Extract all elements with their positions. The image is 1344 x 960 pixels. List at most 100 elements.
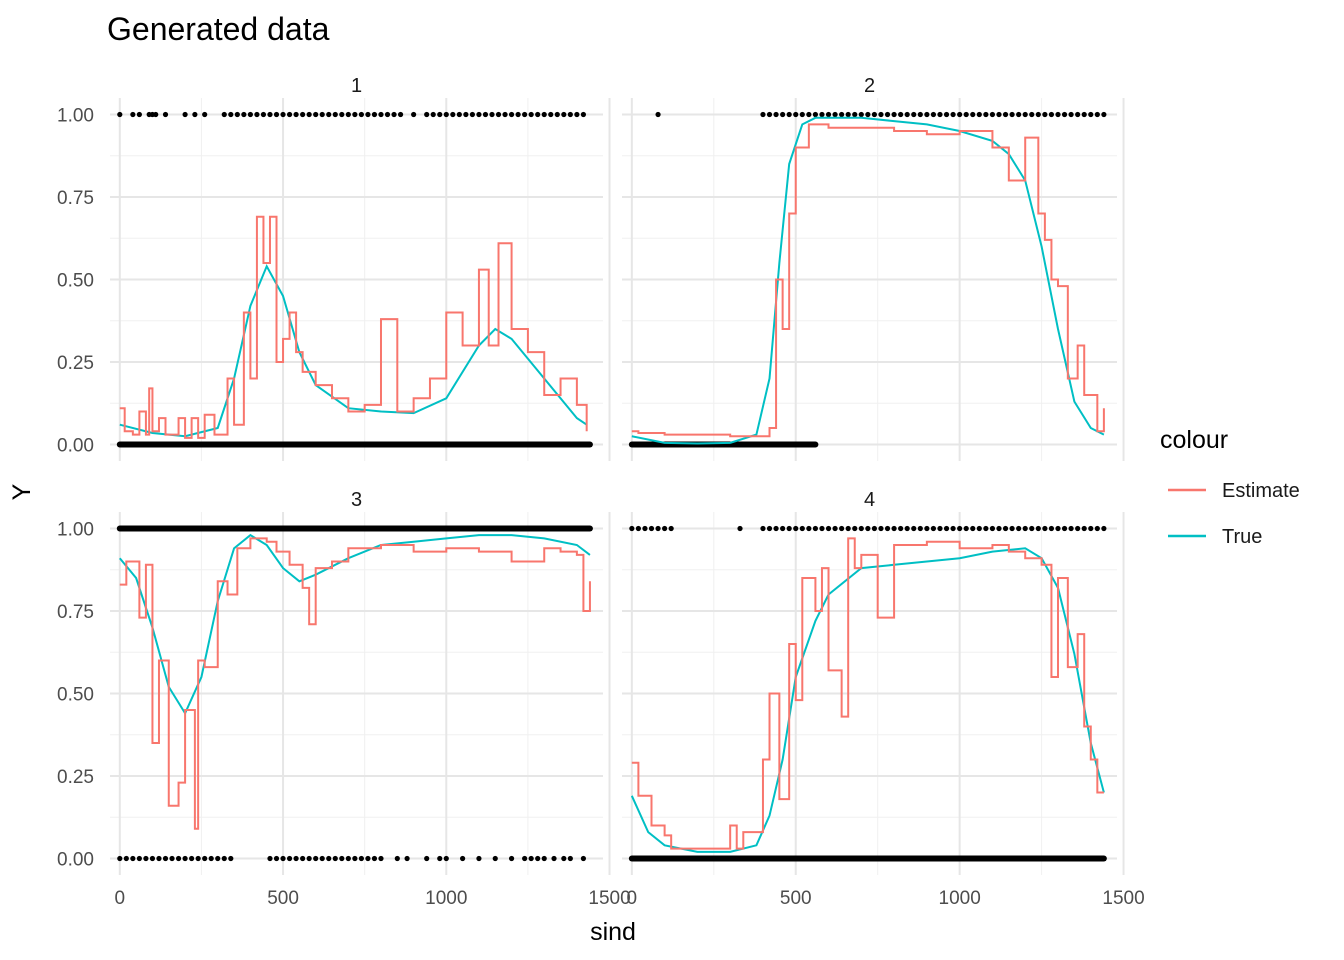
data-point (286, 111, 293, 118)
data-point (424, 111, 430, 118)
data-point (365, 111, 371, 118)
data-point (580, 111, 587, 118)
data-point (273, 111, 280, 118)
data-point (943, 525, 950, 532)
data-point (635, 525, 641, 532)
grid (110, 512, 611, 875)
y-tick-label: 0.50 (57, 271, 94, 292)
data-point (970, 525, 976, 532)
data-point (898, 525, 904, 532)
data-point (339, 111, 345, 118)
legend-label: Estimate (1222, 480, 1300, 502)
data-point (976, 111, 982, 118)
data-point (463, 111, 469, 118)
data-point (793, 111, 799, 118)
data-point (508, 855, 515, 862)
data-point (911, 111, 917, 118)
data-point (629, 525, 635, 532)
data-points (116, 525, 593, 862)
data-point (460, 855, 466, 862)
data-point (300, 855, 306, 862)
data-point (1101, 111, 1107, 118)
data-point (806, 525, 812, 532)
data-point (970, 111, 976, 118)
data-point (996, 525, 1002, 532)
data-point (904, 111, 910, 118)
data-point (845, 525, 851, 532)
data-point (162, 855, 169, 862)
data-point (832, 525, 838, 532)
data-point (799, 111, 805, 118)
data-point (149, 855, 156, 862)
series-line-true (119, 533, 591, 716)
data-point (502, 111, 508, 118)
x-tick-label: 1000 (425, 888, 467, 909)
data-point (963, 525, 969, 532)
data-point (548, 111, 554, 118)
x-tick-label: 0 (627, 888, 638, 909)
data-point (326, 111, 332, 118)
data-point (241, 111, 247, 118)
data-point (825, 525, 832, 532)
grid (110, 98, 611, 461)
data-point (957, 111, 963, 118)
data-point (957, 525, 963, 532)
data-point (247, 111, 253, 118)
data-point (541, 855, 547, 862)
data-point (1068, 111, 1074, 118)
data-point (528, 855, 534, 862)
data-point (1035, 111, 1041, 118)
data-point (760, 111, 766, 118)
data-point (234, 111, 240, 118)
data-point (793, 525, 799, 532)
data-point (456, 111, 462, 118)
data-point (143, 855, 149, 862)
data-point (489, 111, 495, 118)
facet-panels: 10.000.250.500.751.00230.000.250.500.751… (57, 75, 1145, 909)
data-point (911, 525, 917, 532)
data-point (267, 855, 273, 862)
data-point (345, 855, 351, 862)
y-tick-label: 0.75 (57, 188, 94, 209)
data-point (891, 525, 897, 532)
series-line-estimate (631, 123, 1105, 438)
data-point (1088, 525, 1094, 532)
legend-label: True (1222, 526, 1262, 548)
facet-strip-label: 2 (864, 75, 875, 97)
data-point (319, 855, 325, 862)
data-point (806, 111, 812, 118)
legend-item-true: True (1168, 526, 1262, 548)
data-point (648, 525, 655, 532)
data-point (371, 111, 378, 118)
data-point (1002, 525, 1009, 532)
data-point (153, 111, 159, 118)
data-point (865, 525, 871, 532)
data-point (1022, 111, 1028, 118)
data-point (839, 525, 845, 532)
data-point (655, 525, 661, 532)
series-line-estimate (631, 537, 1104, 850)
legend: colour Estimate True (1160, 426, 1300, 548)
data-point (950, 111, 956, 118)
data-point (1075, 111, 1081, 118)
data-point (1055, 525, 1061, 532)
data-point (384, 111, 391, 118)
data-point (306, 855, 312, 862)
y-tick-label: 1.00 (57, 106, 94, 127)
data-point (215, 855, 221, 862)
data-point (522, 855, 528, 862)
data-point (424, 855, 430, 862)
x-tick-label: 0 (115, 888, 126, 909)
data-point (313, 855, 319, 862)
data-point (260, 111, 267, 118)
data-point (668, 525, 674, 532)
data-point (996, 111, 1002, 118)
data-point (443, 855, 449, 862)
data-point (469, 111, 476, 118)
data-point (943, 111, 950, 118)
y-tick-label: 0.25 (57, 767, 94, 788)
data-point (156, 855, 162, 862)
data-point (1088, 111, 1094, 118)
data-point (476, 111, 482, 118)
data-point (1081, 111, 1087, 118)
